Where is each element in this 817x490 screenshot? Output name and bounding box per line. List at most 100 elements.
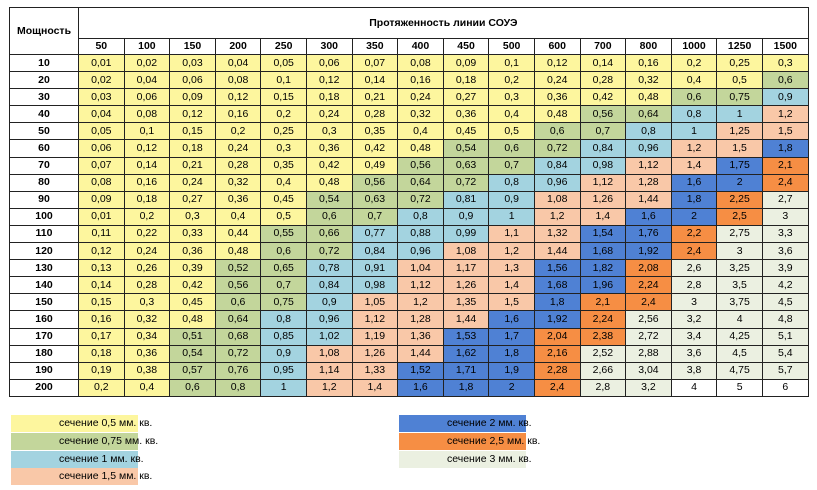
table-cell: 1,26 xyxy=(579,190,627,209)
table-cell: 0,72 xyxy=(214,344,262,363)
table-cell: 2,5 xyxy=(716,207,763,226)
table-cell: 2,25 xyxy=(716,190,763,209)
legend-swatch xyxy=(11,415,138,432)
power-value: 130 xyxy=(9,259,79,278)
table-cell: 0,04 xyxy=(214,53,262,73)
length-header-cell: 1500 xyxy=(761,38,809,55)
power-value: 70 xyxy=(9,156,79,175)
table-cell: 0,45 xyxy=(442,122,490,141)
table-cell: 1,75 xyxy=(716,156,763,175)
legend-swatch xyxy=(11,451,138,468)
length-header-cell: 100 xyxy=(123,38,171,55)
table-row: 10 0,01 0,02 0,03 0,04 0,05 0,06 0,07 0,08 0,09 0,… xyxy=(9,53,809,73)
power-value: 200 xyxy=(9,378,79,397)
table-cell: 1,08 xyxy=(533,190,581,209)
table-cell: 0,36 xyxy=(123,344,171,363)
length-values-row: 50 100 150 200 250 300 350 400 450 500 600 700 800 10… xyxy=(10,38,809,55)
table-cell: 3,6 xyxy=(670,344,718,363)
table-cell: 0,3 xyxy=(488,88,535,107)
table-cell: 0,18 xyxy=(78,344,125,363)
table-cell: 0,36 xyxy=(305,139,353,158)
table-row: 170 0,17 0,34 0,51 0,68 0,85 1,02 1,19 1,36 1,53 1… xyxy=(9,327,809,346)
power-value: 150 xyxy=(9,293,79,312)
table-cell: 0,84 xyxy=(533,156,581,175)
table-cell: 0,09 xyxy=(169,88,216,107)
table-row: 150 0,15 0,3 0,45 0,6 0,75 0,9 1,05 1,2 1,35 1,5 1,… xyxy=(9,293,809,312)
table-cell: 1,68 xyxy=(533,276,581,295)
power-length-table: Мощность Протяженность линии СОУЭ 50 100 1… xyxy=(9,7,809,397)
table-cell: 5 xyxy=(716,378,763,397)
table-cell: 1,92 xyxy=(533,310,581,329)
table-cell: 1,1 xyxy=(488,224,535,244)
table-cell: 3,9 xyxy=(761,259,809,278)
table-row: 70 0,07 0,14 0,21 0,28 0,35 0,42 0,49 0,56 0,63 0,… xyxy=(9,156,809,175)
table-cell: 0,24 xyxy=(533,71,581,90)
table-cell: 4,75 xyxy=(716,361,763,380)
table-cell: 1,28 xyxy=(625,173,672,192)
table-cell: 1,2 xyxy=(397,293,444,312)
table-cell: 0,55 xyxy=(260,224,307,244)
legend-swatch xyxy=(399,433,526,450)
table-cell: 0,72 xyxy=(305,242,353,261)
table-cell: 0,24 xyxy=(214,139,262,158)
table-cell: 1,56 xyxy=(533,259,581,278)
table-cell: 0,18 xyxy=(305,88,353,107)
table-cell: 0,06 xyxy=(123,88,171,107)
table-cell: 0,03 xyxy=(169,53,216,73)
table-cell: 0,96 xyxy=(625,139,672,158)
table-row: 130 0,13 0,26 0,39 0,52 0,65 0,78 0,91 1,04 1,17 1… xyxy=(9,259,809,278)
table-cell: 0,12 xyxy=(123,139,171,158)
table-cell: 0,48 xyxy=(533,105,581,124)
table-cell: 1,02 xyxy=(305,327,353,346)
table-cell: 1,44 xyxy=(625,190,672,209)
table-cell: 1,4 xyxy=(579,207,627,226)
table-cell: 2,8 xyxy=(579,378,627,397)
table-cell: 0,35 xyxy=(351,122,399,141)
table-cell: 0,16 xyxy=(397,71,444,90)
table-cell: 2,1 xyxy=(579,293,627,312)
table-cell: 0,48 xyxy=(397,139,444,158)
table-body: Мощность Протяженность линии СОУЭ 50 100 1… xyxy=(9,7,809,397)
table-cell: 1,6 xyxy=(488,310,535,329)
table-cell: 0,45 xyxy=(260,190,307,209)
table-cell: 0,05 xyxy=(260,53,307,73)
table-cell: 2,4 xyxy=(625,293,672,312)
table-cell: 0,09 xyxy=(442,53,490,73)
table-cell: 2,72 xyxy=(625,327,672,346)
table-cell: 0,6 xyxy=(214,293,262,312)
table-row: 40 0,04 0,08 0,12 0,16 0,2 0,24 0,28 0,32 0,36 0,4… xyxy=(9,105,809,124)
table-cell: 6 xyxy=(761,378,809,397)
table-cell: 0,96 xyxy=(397,242,444,261)
table-cell: 0,95 xyxy=(260,361,307,380)
table-cell: 0,9 xyxy=(761,88,809,107)
table-cell: 0,45 xyxy=(169,293,216,312)
table-cell: 1 xyxy=(488,207,535,226)
table-cell: 0,04 xyxy=(123,71,171,90)
length-header-cell: 150 xyxy=(169,38,216,55)
table-cell: 0,68 xyxy=(214,327,262,346)
table-cell: 0,14 xyxy=(579,53,627,73)
table-cell: 0,24 xyxy=(397,88,444,107)
length-header-cell: 1250 xyxy=(716,38,763,55)
table-cell: 0,36 xyxy=(169,242,216,261)
table-cell: 0,12 xyxy=(169,105,216,124)
table-cell: 0,4 xyxy=(123,378,171,397)
table-cell: 0,63 xyxy=(351,190,399,209)
power-value: 180 xyxy=(9,344,79,363)
table-cell: 1,26 xyxy=(442,276,490,295)
table-cell: 0,49 xyxy=(351,156,399,175)
table-cell: 1 xyxy=(670,122,718,141)
table-cell: 0,32 xyxy=(123,310,171,329)
table-cell: 1,62 xyxy=(442,344,490,363)
table-cell: 0,24 xyxy=(169,173,216,192)
table-cell: 3,75 xyxy=(716,293,763,312)
table-cell: 1,52 xyxy=(397,361,444,380)
table-cell: 0,54 xyxy=(442,139,490,158)
table-cell: 1,26 xyxy=(351,344,399,363)
table-cell: 2,8 xyxy=(670,276,718,295)
table-cell: 0,16 xyxy=(625,53,672,73)
table-cell: 0,18 xyxy=(123,190,171,209)
table-cell: 1,8 xyxy=(442,378,490,397)
table-cell: 0,38 xyxy=(123,361,171,380)
table-cell: 0,15 xyxy=(260,88,307,107)
